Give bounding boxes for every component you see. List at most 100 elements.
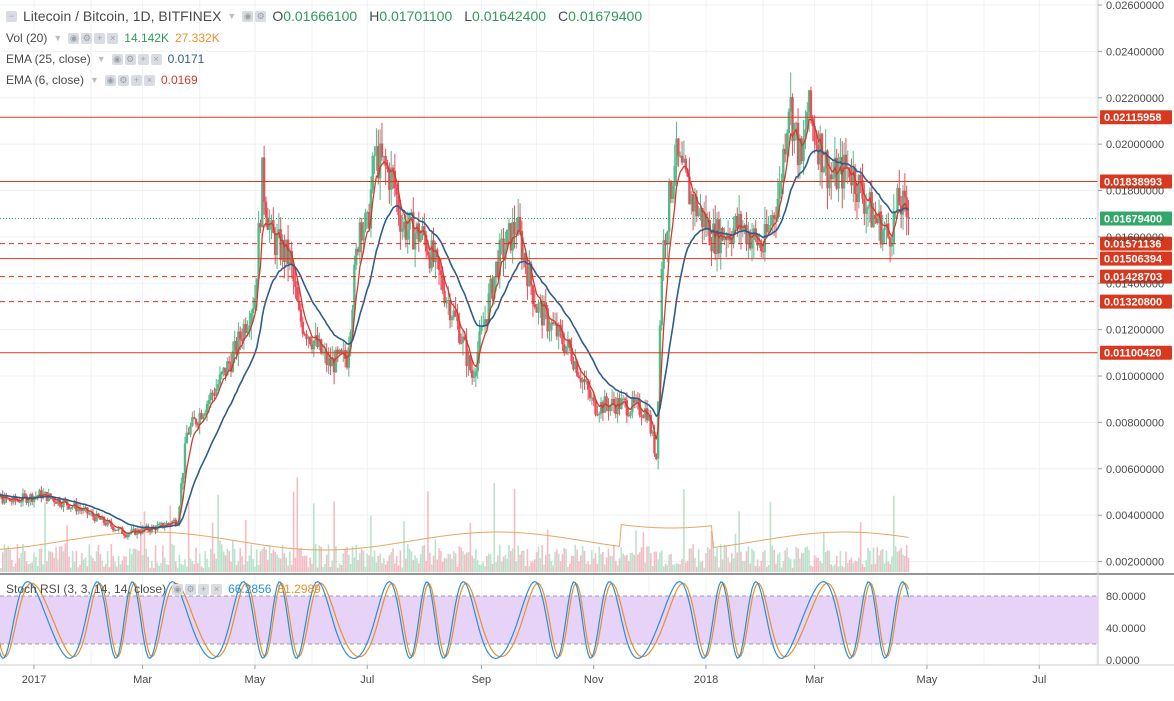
volume-bar	[716, 548, 718, 572]
volume-bar	[440, 551, 442, 572]
chevron-down-icon[interactable]: ▼	[227, 11, 236, 21]
gear-icon[interactable]: ⚙	[118, 75, 129, 86]
volume-bar	[39, 549, 41, 572]
plus-icon[interactable]: +	[94, 33, 105, 44]
volume-bar	[906, 545, 908, 572]
volume-bar	[521, 551, 523, 572]
volume-bar	[394, 563, 396, 572]
chevron-down-icon[interactable]: ▼	[97, 54, 106, 64]
candle-body	[263, 158, 265, 202]
volume-bar	[337, 568, 339, 572]
volume-bar	[319, 545, 321, 572]
volume-bar	[184, 559, 186, 572]
volume-bar	[98, 545, 100, 572]
close-icon[interactable]: ×	[211, 584, 222, 595]
candle-body	[677, 139, 679, 157]
volume-bar	[206, 559, 208, 572]
volume-bar	[541, 545, 543, 572]
volume-bar	[171, 544, 173, 572]
volume-bar	[225, 555, 227, 572]
volume-bar	[864, 567, 866, 572]
candle-body	[112, 527, 114, 531]
square-minus-icon[interactable]: −	[6, 11, 17, 22]
volume-bar	[284, 553, 286, 572]
candle-body	[473, 376, 475, 377]
volume-bar	[851, 558, 853, 572]
volume-bar	[749, 563, 751, 572]
gear-icon[interactable]: ⚙	[81, 33, 92, 44]
volume-bar	[856, 561, 858, 572]
candle-body	[778, 182, 780, 199]
volume-bar	[151, 561, 153, 572]
candle-body	[786, 133, 788, 154]
eye-icon[interactable]: ◉	[172, 584, 183, 595]
eye-icon[interactable]: ◉	[105, 75, 116, 86]
volume-bar	[215, 559, 217, 572]
volume-bar	[871, 564, 873, 572]
volume-bar	[810, 566, 812, 572]
close-icon[interactable]: ×	[107, 33, 118, 44]
volume-bar	[223, 551, 225, 572]
price-tick-label: 0.00600000	[1106, 464, 1164, 476]
eye-icon[interactable]: ◉	[242, 11, 253, 22]
candle-body	[221, 372, 223, 374]
chevron-down-icon[interactable]: ▼	[53, 33, 62, 43]
volume-bar	[15, 563, 17, 572]
volume-legend: Vol (20) ▼ ◉⚙+× 14.142K 27.332K	[6, 31, 220, 45]
gear-icon[interactable]: ⚙	[185, 584, 196, 595]
eye-icon[interactable]: ◉	[68, 33, 79, 44]
volume-bar	[635, 530, 637, 572]
volume-bar	[714, 556, 716, 572]
volume-bar	[899, 550, 901, 572]
candle-body	[202, 415, 204, 419]
gear-icon[interactable]: ⚙	[125, 54, 136, 65]
volume-bar	[258, 565, 260, 572]
volume-bar	[587, 562, 589, 572]
volume-bar	[562, 554, 564, 572]
close-icon[interactable]: ×	[151, 54, 162, 65]
volume-bar	[565, 549, 567, 572]
volume-bar	[260, 551, 262, 572]
price-tick-label: 0.01000000	[1106, 371, 1164, 383]
plus-icon[interactable]: +	[131, 75, 142, 86]
volume-bar	[55, 547, 57, 572]
volume-bar	[330, 567, 332, 572]
volume-bar	[622, 554, 624, 572]
volume-bar	[702, 561, 704, 572]
candle-body	[300, 310, 302, 322]
volume-bar	[497, 555, 499, 572]
volume-bar	[505, 555, 507, 572]
volume-bar	[838, 567, 840, 572]
volume-bar	[458, 546, 460, 572]
eye-icon[interactable]: ◉	[112, 54, 123, 65]
volume-bar	[287, 566, 289, 572]
volume-bar	[212, 523, 214, 572]
volume-bar	[543, 565, 545, 572]
volume-bar	[403, 521, 405, 572]
volume-bar	[611, 556, 613, 572]
volume-bar	[122, 560, 124, 572]
volume-bar	[438, 548, 440, 572]
volume-bar	[576, 550, 578, 572]
plus-icon[interactable]: +	[198, 584, 209, 595]
volume-bar	[646, 546, 648, 572]
volume-bar	[239, 548, 241, 572]
gear-icon[interactable]: ⚙	[255, 11, 266, 22]
candle-body	[71, 507, 73, 508]
volume-bar	[849, 560, 851, 572]
volume-bar	[608, 549, 610, 572]
volume-bar	[523, 551, 525, 572]
volume-bar	[322, 567, 324, 572]
volume-bar	[797, 548, 799, 572]
volume-bar	[641, 547, 643, 572]
volume-bar	[400, 550, 402, 572]
volume-bar	[639, 552, 641, 572]
close-icon[interactable]: ×	[144, 75, 155, 86]
volume-bar	[352, 546, 354, 572]
plus-icon[interactable]: +	[138, 54, 149, 65]
volume-bar	[114, 562, 116, 572]
chevron-down-icon[interactable]: ▼	[90, 75, 99, 85]
volume-bar	[376, 563, 378, 572]
